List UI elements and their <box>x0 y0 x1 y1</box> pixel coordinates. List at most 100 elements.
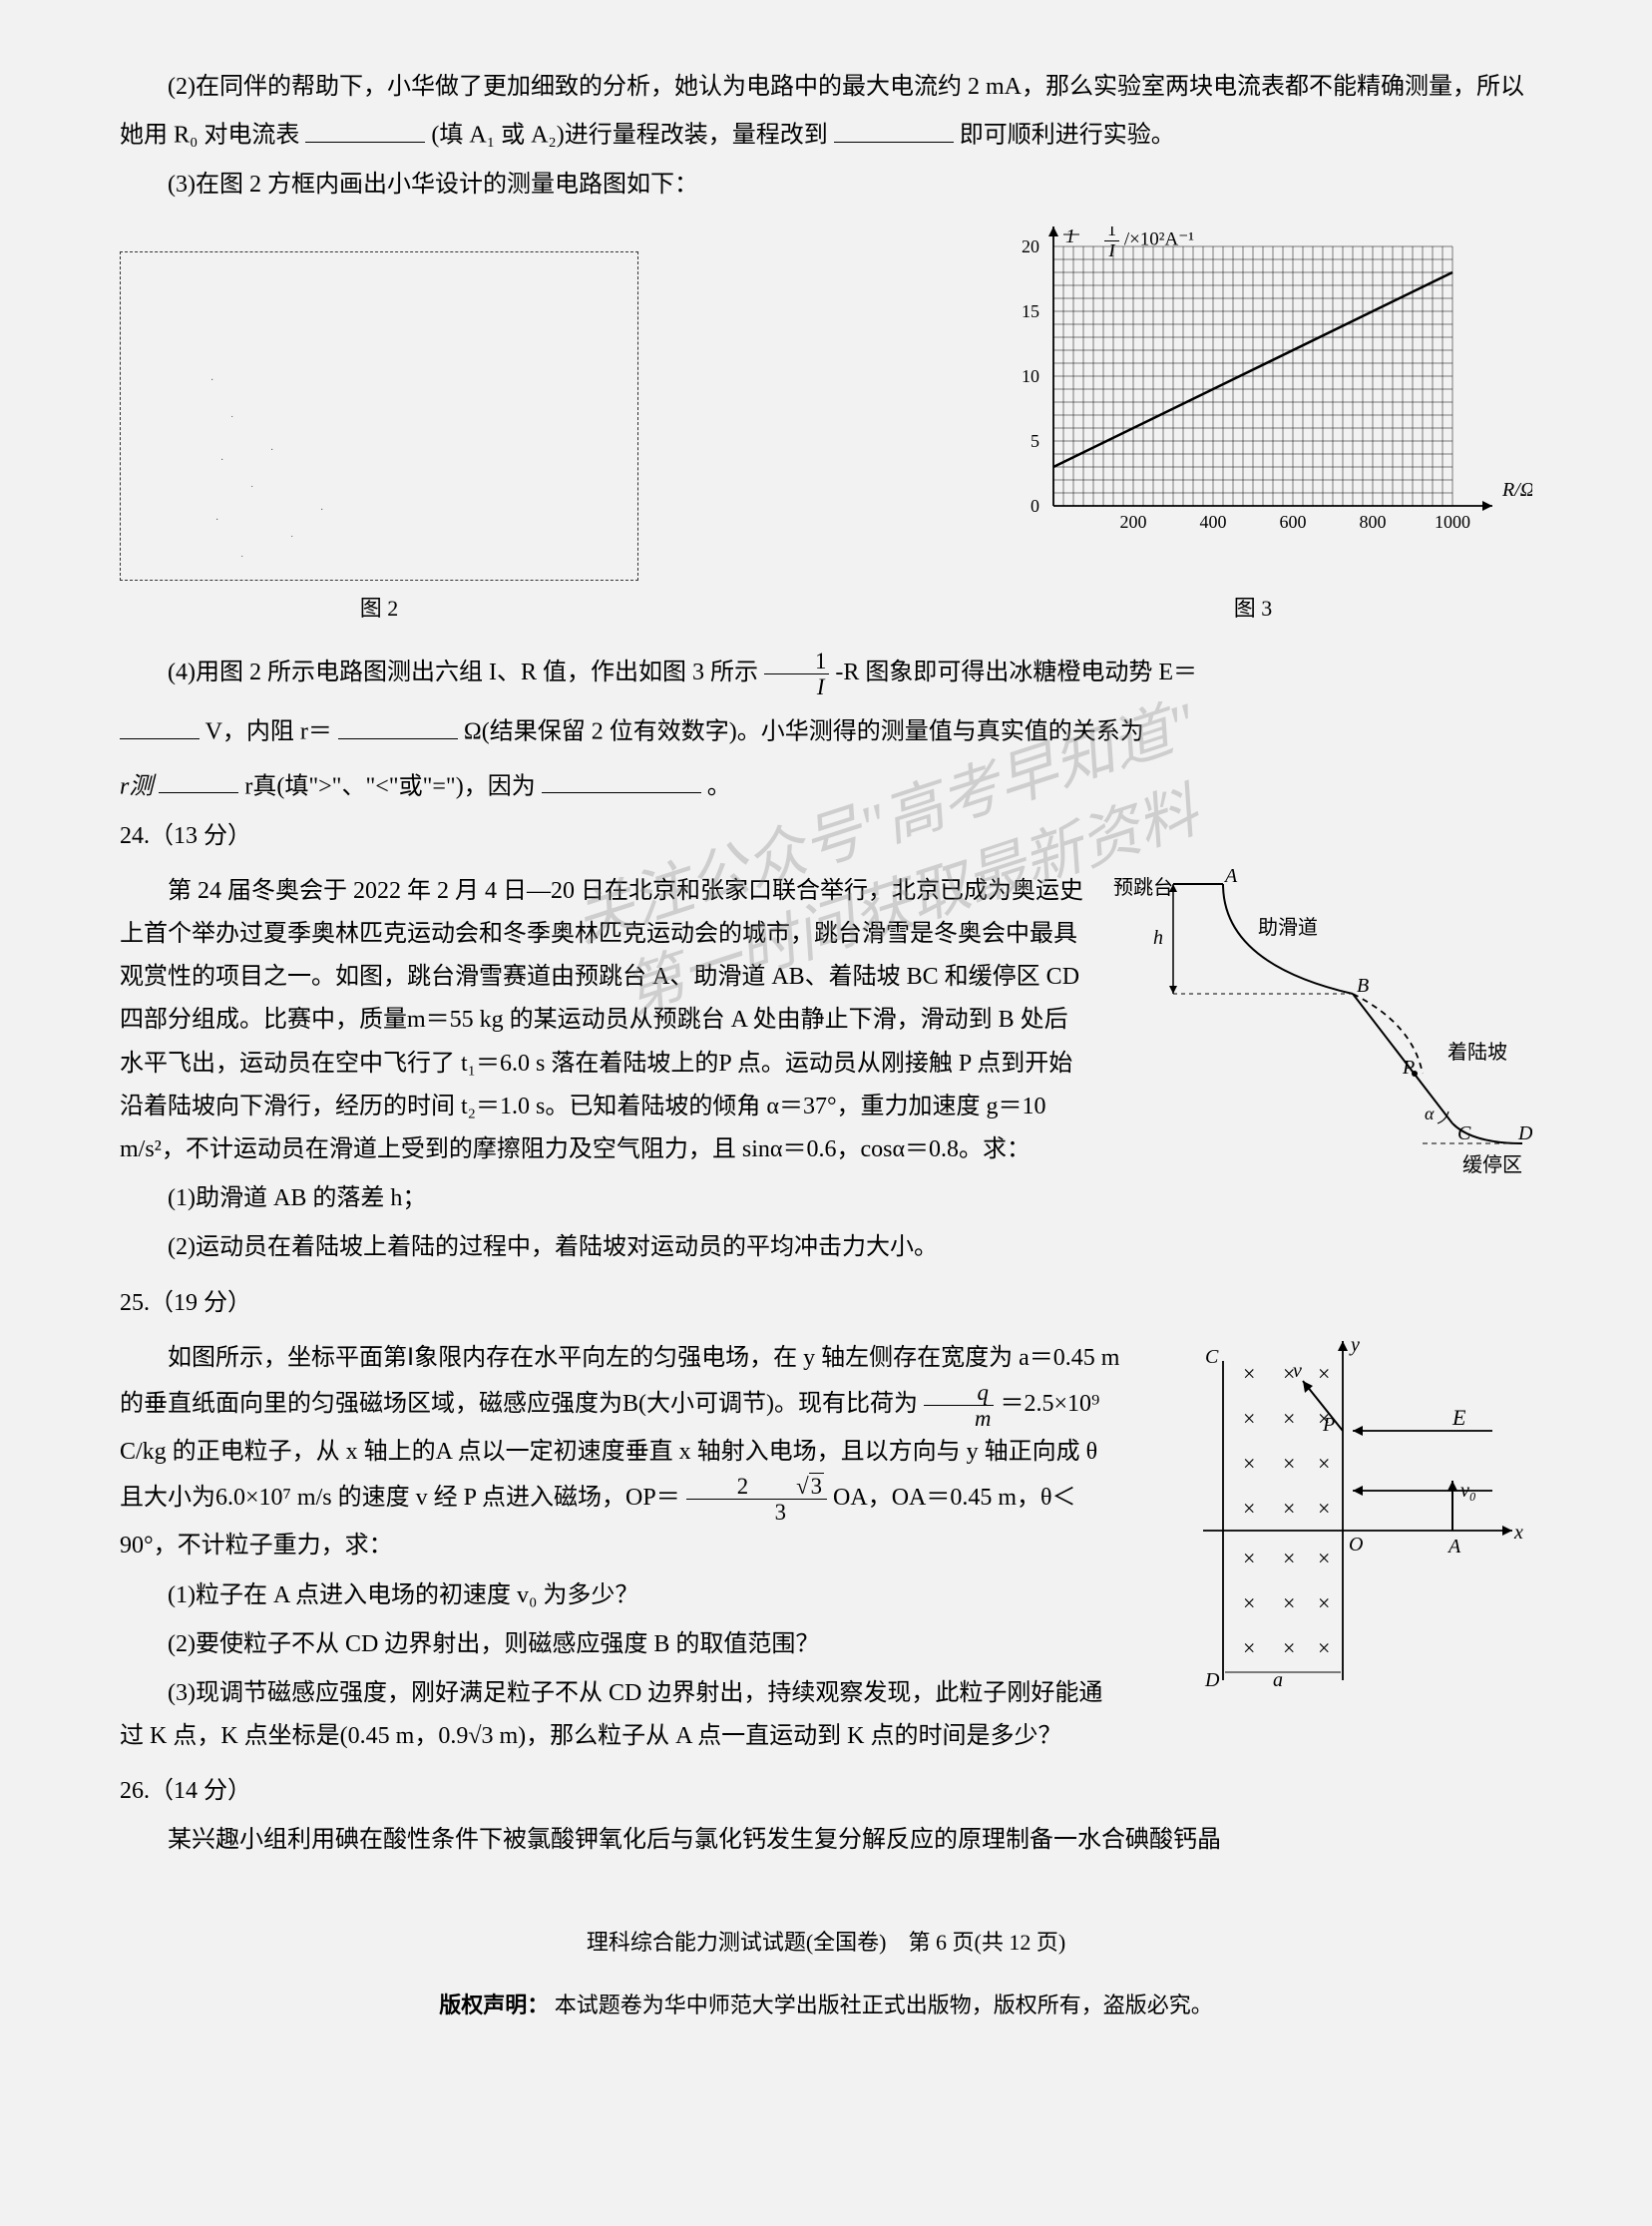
fig2-box: · ˙ · ˙ · ˙ · · ˙ 图 2 <box>120 251 638 629</box>
figures-row-1: · ˙ · ˙ · ˙ · · ˙ 图 2 <box>120 226 1532 629</box>
q24-sub1: (1)助滑道 AB 的落差 h； <box>120 1177 1085 1220</box>
svg-text:缓停区: 缓停区 <box>1462 1153 1522 1176</box>
svg-text:D: D <box>1517 1122 1532 1144</box>
frac-1I: 1I <box>764 649 829 699</box>
svg-text:200: 200 <box>1120 512 1147 532</box>
q25-p1: 如图所示，坐标平面第Ⅰ象限内存在水平向左的匀强电场，在 y 轴左侧存在宽度为 a… <box>120 1337 1125 1568</box>
svg-text:×: × <box>1243 1406 1255 1431</box>
svg-text:×: × <box>1283 1546 1295 1570</box>
q24-sub2: (2)运动员在着陆坡上着陆的过程中，着陆坡对运动员的平均冲击力大小。 <box>120 1226 1085 1269</box>
q2-blank1 <box>305 109 425 143</box>
q25-sub1: (1)粒子在 A 点进入电场的初速度 v₀ 为多少？ <box>120 1574 1125 1617</box>
q4-t6: r真(填">"、"<"或"=")，因为 <box>244 773 535 799</box>
q4-t2: -R 图象即可得出冰糖橙电动势 E＝ <box>835 660 1197 685</box>
q4-t3: V，内阻 r＝ <box>206 719 332 745</box>
fig2-dashed-box: · ˙ · ˙ · ˙ · · ˙ <box>120 251 638 581</box>
svg-text:h: h <box>1153 927 1163 949</box>
svg-text:400: 400 <box>1200 512 1227 532</box>
q4-t5: r测 <box>120 773 153 799</box>
svg-text:×: × <box>1318 1361 1330 1386</box>
q24-block: 第 24 届冬奥会于 2022 年 2 月 4 日—20 日在北京和张家口联合举… <box>120 864 1532 1276</box>
q25-header: 25.（19 分） <box>120 1282 1532 1325</box>
q2-text2: (填 A₁ 或 A₂)进行量程改装，量程改到 <box>431 123 827 149</box>
svg-text:E: E <box>1451 1405 1466 1430</box>
svg-text:×: × <box>1243 1546 1255 1570</box>
q4-t7: 。 <box>707 773 731 799</box>
svg-text:预跳台: 预跳台 <box>1113 876 1173 899</box>
page-footer: 理科综合能力测试试题(全国卷) 第 6 页(共 12 页) <box>120 1923 1532 1963</box>
fig3-caption: 图 3 <box>974 589 1532 629</box>
fig3-chart: 0 5 10 15 20 200 400 600 800 1000 R/Ω 1 … <box>974 226 1532 566</box>
q4-blank-reason <box>542 760 701 794</box>
q26-p1: 某兴趣小组利用碘在酸性条件下被氯酸钾氧化后与氯化钙发生复分解反应的原理制备一水合… <box>120 1819 1532 1862</box>
svg-text:D: D <box>1204 1669 1220 1691</box>
svg-text:600: 600 <box>1280 512 1307 532</box>
copyright: 版权声明： 本试题卷为华中师范大学出版社正式出版物，版权所有，盗版必究。 <box>120 1986 1532 2025</box>
svg-text:C: C <box>1457 1122 1471 1144</box>
svg-text:×: × <box>1243 1361 1255 1386</box>
svg-text:y: y <box>1349 1334 1360 1356</box>
q4-line2: V，内阻 r＝ Ω(结果保留 2 位有效数字)。小华测得的测量值与真实值的关系为 <box>120 705 1532 754</box>
q4-t1: (4)用图 2 所示电路图测出六组 I、R 值，作出如图 3 所示 <box>168 660 758 685</box>
q2-paragraph: (2)在同伴的帮助下，小华做了更加细致的分析，她认为电路中的最大电流约 2 mA… <box>120 66 1532 158</box>
q4-blank-rel <box>159 760 238 794</box>
svg-text:×: × <box>1243 1635 1255 1660</box>
fig2-caption: 图 2 <box>120 589 638 629</box>
svg-text:C: C <box>1205 1346 1219 1368</box>
q4-blank-E <box>120 705 200 739</box>
copyright-label: 版权声明： <box>439 1993 549 2017</box>
svg-text:B: B <box>1357 975 1369 997</box>
q2-text3: 即可顺利进行实验。 <box>960 123 1175 149</box>
frac-qm: qm <box>924 1380 994 1431</box>
svg-text:10: 10 <box>1022 366 1039 386</box>
fig3-box: 0 5 10 15 20 200 400 600 800 1000 R/Ω 1 … <box>974 226 1532 629</box>
field-diagram: x y C D a O A v₀ E P <box>1153 1331 1532 1710</box>
q24-figure: 预跳台 A h 助滑道 B P 着陆坡 C D 缓停区 α <box>1113 864 1532 1208</box>
q25-sub3: (3)现调节磁感应强度，刚好满足粒子不从 CD 边界射出，持续观察发现，此粒子刚… <box>120 1672 1125 1758</box>
svg-text:×: × <box>1318 1406 1330 1431</box>
q24-p1: 第 24 届冬奥会于 2022 年 2 月 4 日—20 日在北京和张家口联合举… <box>120 870 1085 1171</box>
svg-text:1000: 1000 <box>1435 512 1470 532</box>
q4-line3: r测 r真(填">"、"<"或"=")，因为 。 <box>120 760 1532 809</box>
svg-text:×: × <box>1318 1496 1330 1521</box>
svg-text:×: × <box>1283 1496 1295 1521</box>
ski-jump-diagram: 预跳台 A h 助滑道 B P 着陆坡 C D 缓停区 α <box>1113 864 1532 1193</box>
svg-text:A: A <box>1446 1536 1461 1558</box>
svg-text:×: × <box>1243 1451 1255 1476</box>
svg-text:800: 800 <box>1360 512 1387 532</box>
q3-text: (3)在图 2 方框内画出小华设计的测量电路图如下： <box>168 172 698 198</box>
q24-header: 24.（13 分） <box>120 815 1532 858</box>
svg-text:x: x <box>1513 1522 1523 1544</box>
q2-blank2 <box>834 109 954 143</box>
svg-text:×: × <box>1318 1635 1330 1660</box>
q25-sub2: (2)要使粒子不从 CD 边界射出，则磁感应强度 B 的取值范围？ <box>120 1623 1125 1666</box>
q4-t4: Ω(结果保留 2 位有效数字)。小华测得的测量值与真实值的关系为 <box>464 719 1144 745</box>
svg-text:5: 5 <box>1031 431 1039 451</box>
copyright-text: 本试题卷为华中师范大学出版社正式出版物，版权所有，盗版必究。 <box>555 1993 1213 2017</box>
svg-text:α: α <box>1425 1104 1435 1123</box>
svg-text:×: × <box>1318 1590 1330 1615</box>
frac-2r3-3: 233 <box>686 1474 827 1525</box>
svg-text:0: 0 <box>1031 496 1039 516</box>
svg-text:×: × <box>1243 1496 1255 1521</box>
svg-text:×: × <box>1318 1451 1330 1476</box>
q3-paragraph: (3)在图 2 方框内画出小华设计的测量电路图如下： <box>120 164 1532 207</box>
svg-text:×: × <box>1283 1361 1295 1386</box>
svg-text:15: 15 <box>1022 301 1039 321</box>
svg-text:×: × <box>1318 1546 1330 1570</box>
svg-text:20: 20 <box>1022 236 1039 256</box>
svg-text:助滑道: 助滑道 <box>1258 916 1318 939</box>
q25-block: 如图所示，坐标平面第Ⅰ象限内存在水平向左的匀强电场，在 y 轴左侧存在宽度为 a… <box>120 1331 1532 1765</box>
svg-text:×: × <box>1243 1590 1255 1615</box>
q25-figure: x y C D a O A v₀ E P <box>1153 1331 1532 1725</box>
svg-text:×: × <box>1283 1590 1295 1615</box>
svg-text:O: O <box>1349 1534 1363 1556</box>
svg-text:R/Ω: R/Ω <box>1501 479 1532 501</box>
svg-text:A: A <box>1223 865 1238 887</box>
q4-paragraph: (4)用图 2 所示电路图测出六组 I、R 值，作出如图 3 所示 1I -R … <box>120 649 1532 699</box>
svg-text:×: × <box>1283 1406 1295 1431</box>
svg-text:着陆坡: 着陆坡 <box>1447 1041 1507 1064</box>
q26-header: 26.（14 分） <box>120 1770 1532 1813</box>
svg-text:×: × <box>1283 1635 1295 1660</box>
q4-blank-r <box>338 705 458 739</box>
